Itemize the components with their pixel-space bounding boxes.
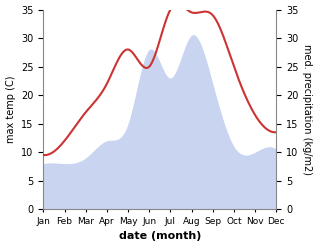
X-axis label: date (month): date (month)	[119, 231, 201, 242]
Y-axis label: max temp (C): max temp (C)	[5, 76, 16, 143]
Y-axis label: med. precipitation (kg/m2): med. precipitation (kg/m2)	[302, 44, 313, 175]
